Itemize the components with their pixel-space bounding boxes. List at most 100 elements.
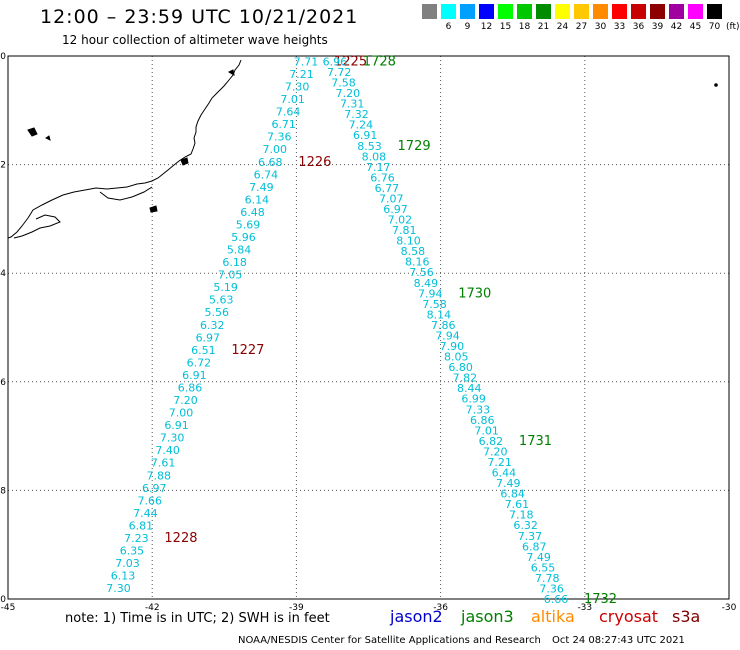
wave-height-value: 7.23 — [124, 532, 149, 545]
lat-tick-label: -28 — [0, 486, 6, 496]
wave-height-value: 8.14 — [427, 308, 452, 321]
legend-label: 12 — [480, 22, 493, 32]
wave-height-value: 7.72 — [327, 66, 352, 79]
wave-height-value: 7.61 — [151, 457, 176, 470]
lat-lon-grid — [8, 56, 729, 599]
legend-swatch — [688, 4, 703, 19]
wave-height-value: 7.58 — [331, 77, 356, 90]
map-frame — [7, 55, 730, 600]
note-text: note: 1) Time is in UTC; 2) SWH is in fe… — [65, 611, 330, 626]
time-label: 1729 — [398, 139, 431, 154]
wave-height-value: 6.68 — [258, 156, 283, 169]
wave-height-value: 7.49 — [526, 551, 551, 564]
legend-swatch — [612, 4, 627, 19]
wave-height-value: 8.08 — [362, 150, 387, 163]
wave-height-value: 6.76 — [370, 171, 395, 184]
wave-height-value: 6.97 — [383, 203, 408, 216]
lat-tick-label: -30 — [0, 595, 6, 605]
wave-height-value: 6.55 — [531, 561, 556, 574]
legend-label: 70 — [708, 22, 721, 32]
wave-height-value: 6.91 — [164, 419, 189, 432]
wave-height-value: 6.86 — [470, 414, 495, 427]
time-label: 1227 — [231, 343, 264, 358]
legend-swatch — [536, 4, 551, 19]
time-label: 1225 — [334, 54, 367, 69]
wave-height-value: 7.61 — [505, 498, 530, 511]
lon-tick-label: -36 — [433, 603, 448, 613]
legend-swatch — [574, 4, 589, 19]
wave-height-value: 6.74 — [254, 168, 279, 181]
wave-height-value: 6.44 — [492, 467, 517, 480]
wave-height-value: 7.01 — [280, 93, 305, 106]
satellite-label: cryosat — [599, 607, 659, 626]
island — [27, 127, 38, 137]
wave-height-value: 6.51 — [191, 344, 216, 357]
legend-swatch — [555, 4, 570, 19]
altimeter-tracks: 7.717.217.307.017.646.717.367.006.686.74… — [106, 54, 617, 607]
coastline-path — [7, 59, 242, 239]
wave-height-value: 8.58 — [401, 245, 426, 258]
satellite-label: altika — [531, 607, 575, 626]
wave-height-value: 5.19 — [213, 281, 238, 294]
wave-height-value: 7.00 — [169, 407, 194, 420]
island — [714, 83, 718, 87]
wave-height-value: 7.90 — [440, 340, 465, 353]
legend-label: 33 — [613, 22, 626, 32]
wave-height-value: 8.44 — [457, 382, 482, 395]
wave-height-value: 7.30 — [106, 582, 131, 595]
wave-height-value: 7.32 — [344, 108, 369, 121]
chart-subtitle: 12 hour collection of altimeter wave hei… — [62, 33, 328, 47]
wave-height-value: 6.48 — [240, 206, 265, 219]
wave-height-value: 7.78 — [535, 572, 560, 585]
wave-height-value: 7.71 — [294, 55, 319, 68]
wave-height-value: 7.88 — [146, 469, 171, 482]
wave-height-value: 7.01 — [474, 424, 499, 437]
legend-label: 21 — [537, 22, 550, 32]
wave-height-value: 7.20 — [483, 445, 508, 458]
wave-height-value: 7.94 — [435, 329, 460, 342]
wave-height-value: 6.14 — [245, 193, 270, 206]
time-label: 1730 — [458, 286, 491, 301]
wave-height-value: 7.03 — [115, 557, 140, 570]
lat-tick-label: -20 — [0, 52, 6, 62]
wave-height-value: 7.56 — [409, 266, 434, 279]
west-track: 7.717.217.307.017.646.717.367.006.686.74… — [106, 54, 367, 595]
wave-height-value: 5.69 — [236, 218, 261, 231]
wave-height-value: 8.10 — [396, 235, 421, 248]
legend-swatch — [498, 4, 513, 19]
satellite-label: jason2 — [390, 607, 443, 626]
timestamp-text: Oct 24 08:27:43 UTC 2021 — [552, 635, 685, 646]
wave-height-value: 7.00 — [263, 143, 288, 156]
wave-height-value: 7.36 — [539, 582, 564, 595]
wave-height-value: 7.58 — [422, 298, 447, 311]
time-label: 1228 — [164, 531, 197, 546]
legend-swatch — [707, 4, 722, 19]
wave-height-value: 7.20 — [336, 87, 361, 100]
island — [227, 69, 235, 77]
wave-height-value: 5.56 — [204, 306, 229, 319]
east-track: 6.967.727.587.207.317.327.246.918.538.08… — [323, 54, 617, 607]
wave-height-value: 8.53 — [357, 140, 382, 153]
wave-height-value: 7.02 — [388, 214, 413, 227]
wave-height-value: 7.49 — [249, 181, 274, 194]
wave-height-value: 6.99 — [461, 393, 486, 406]
wave-height-value: 8.05 — [444, 351, 469, 364]
lat-tick-label: -24 — [0, 269, 6, 279]
wave-height-value: 6.32 — [513, 519, 538, 532]
legend-label: 9 — [464, 22, 471, 32]
wave-height-value: 7.05 — [218, 269, 243, 282]
wave-height-value: 6.87 — [522, 540, 547, 553]
wave-height-value: 6.97 — [142, 482, 167, 495]
wave-height-value: 7.37 — [518, 530, 543, 543]
legend-swatch — [631, 4, 646, 19]
axis-labels: -45 -42 -39 -36 -33 -30 -20 -22 -24 -26 -28 -30 — [0, 52, 737, 613]
wave-height-value: 7.82 — [453, 372, 478, 385]
legend-label: 36 — [632, 22, 645, 32]
credit-text: NOAA/NESDIS Center for Satellite Applica… — [238, 635, 541, 646]
legend-label: 27 — [575, 22, 588, 32]
wave-height-value: 7.31 — [340, 98, 365, 111]
island — [45, 135, 51, 141]
lon-tick-label: -30 — [722, 603, 737, 613]
legend-label: 30 — [594, 22, 607, 32]
